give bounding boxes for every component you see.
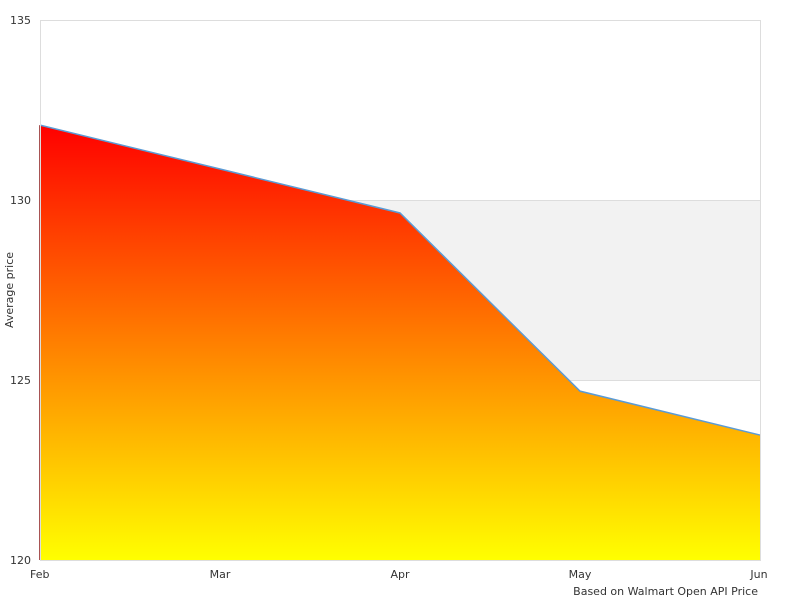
chart-caption: Based on Walmart Open API Price [573,585,758,598]
area-fill [40,125,760,561]
plot-border [40,20,761,561]
x-tick-label: Feb [30,568,49,581]
y-tick-label: 120 [10,554,31,567]
x-tick-label: Jun [749,568,767,581]
x-tick-label: May [569,568,592,581]
y-axis-ticks: 120 125 130 135 [10,14,31,567]
x-tick-label: Apr [390,568,410,581]
y-tick-label: 135 [10,14,31,27]
series-line [39,124,761,436]
y-axis-label: Average price [3,252,16,328]
x-axis-ticks: Feb Mar Apr May Jun [30,568,768,581]
y-tick-label: 130 [10,194,31,207]
y-tick-label: 125 [10,374,31,387]
x-tick-label: Mar [210,568,231,581]
